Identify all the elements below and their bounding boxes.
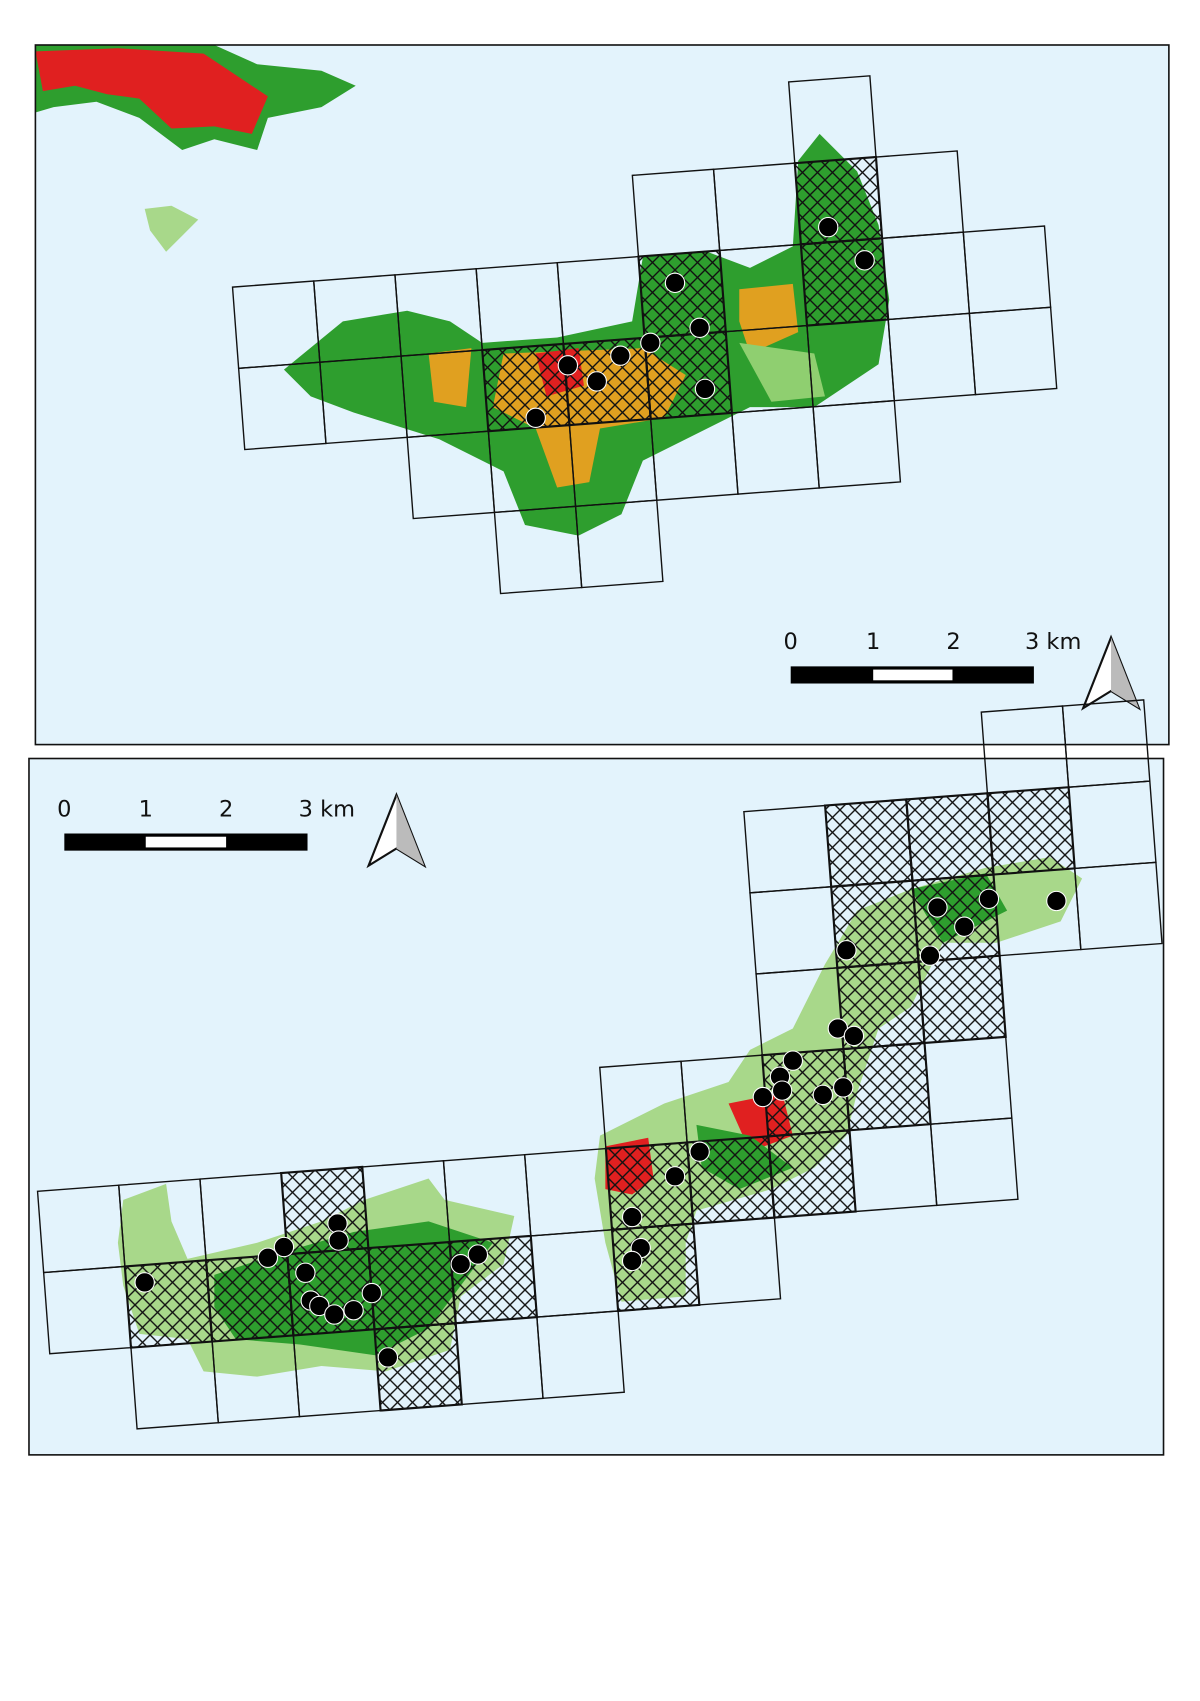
survey-point [836,940,857,961]
survey-point [134,1272,155,1293]
hatched-cell [280,1165,370,1256]
agricultural-area [739,283,799,354]
survey-point [752,1086,774,1108]
survey-point [689,1141,710,1162]
survey-point [257,1247,279,1268]
scale-bar: 0 1 2 3 km [784,629,1081,684]
survey-point [586,371,607,392]
survey-point [919,945,941,966]
hatched-cell [637,249,727,339]
scale-bar-segment [873,669,953,681]
hatched-cell [905,792,995,882]
grid-cell [968,306,1058,396]
grid-cell [574,499,664,589]
survey-point [621,1250,643,1272]
survey-point [610,345,631,366]
hatched-cell [767,1129,857,1219]
hatched-cell [367,1240,457,1331]
survey-point [689,317,710,339]
hatched-cell [123,1259,214,1349]
hatched-cell [917,954,1007,1045]
survey-point [664,1166,686,1187]
hatched-cell [823,798,914,888]
grid-cell [812,399,902,489]
survey-point [954,916,975,937]
survey-point [273,1236,295,1258]
map-frame [28,757,1165,1456]
scale-label: 3 km [299,796,355,822]
survey-point [343,1300,364,1321]
sampling-grid [231,75,1058,595]
survey-point [640,332,661,354]
survey-point [295,1262,316,1283]
survey-point [854,250,875,271]
survey-point [557,355,579,376]
hatched-cell [986,786,1076,876]
map-frame [34,44,1170,746]
survey-point [450,1254,471,1275]
survey-point [843,1025,865,1047]
scale-label: 0 [57,796,71,822]
hatched-cell [793,155,884,246]
survey-point [361,1282,382,1304]
map-bottom: 0 1 2 3 km [28,699,1165,1456]
agricultural-area [428,348,472,408]
scale-label: 1 [139,796,153,822]
survey-point [328,1230,349,1251]
scale-label: 0 [784,629,798,655]
survey-point [818,216,839,238]
grid-cell [1073,861,1163,951]
scale-label: 2 [946,629,960,655]
survey-point [1046,890,1067,912]
map-top: 0 1 2 3 km [34,44,1170,746]
survey-point [664,272,686,294]
hatched-cell [562,336,652,427]
scale-bar: 0 1 2 3 km [57,796,355,851]
survey-point [467,1244,489,1265]
survey-point [771,1080,793,1101]
hatched-cell [448,1234,539,1325]
survey-point [782,1050,804,1071]
survey-point [812,1084,834,1106]
north-arrow [366,792,427,869]
survey-point [927,897,948,918]
grid-cell [692,1216,782,1306]
scale-label: 3 km [1025,629,1081,655]
sampling-grid [36,699,1163,1430]
hatched-cell [204,1253,295,1343]
urban-area [35,48,268,134]
survey-point [833,1077,854,1098]
survey-point [694,378,716,400]
hatched-cell [842,1041,932,1132]
hatched-cell [604,1141,695,1231]
scale-label: 1 [866,629,880,655]
north-arrow [1080,634,1142,711]
survey-point [525,407,546,428]
hatched-cell [799,237,890,327]
scale-label: 2 [219,796,233,822]
grid-cell [536,1310,625,1400]
survey-point [978,888,1000,910]
survey-point [324,1304,345,1325]
survey-point [377,1347,399,1368]
scale-bar-segment [145,836,227,848]
survey-point [327,1213,348,1234]
scrub-area [739,342,825,402]
islet [144,205,199,252]
grid-cell [929,1117,1019,1207]
survey-point [621,1206,643,1228]
